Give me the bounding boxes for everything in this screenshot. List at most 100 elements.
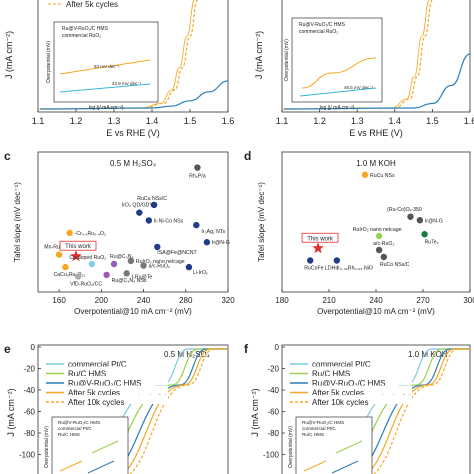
panel-e-inset-y-label: Overpotential (mV)	[44, 426, 50, 468]
panel-d-this-work-star	[312, 242, 324, 254]
panel-f-legend-bg	[310, 395, 412, 404]
panel-c-title: 0.5 M H₂SO₄	[110, 159, 156, 168]
panel-b-x-tick-label: 1.1	[276, 116, 289, 126]
panel-c-point-label: RuIrO₂ nano netcage	[136, 259, 185, 265]
panel-c-frame	[37, 151, 229, 293]
panel-d-x-tick-label: 270	[416, 296, 430, 305]
panel-c-point-label: Li-IrOₓ	[193, 270, 208, 276]
panel-d-point-label: RuCo NSs/C	[380, 262, 410, 268]
panel-c-data-point	[66, 229, 73, 237]
panel-b-inset-frame	[291, 17, 383, 103]
panel-a-inset-line	[59, 83, 151, 93]
panel-d-data-point	[361, 171, 369, 178]
panel-f-inset-line	[335, 440, 363, 454]
panel-c-point-label: Ru@C₃N₄ NSs	[112, 278, 147, 284]
panel-e-legend-bg	[66, 366, 168, 376]
panel-b-x-tick-label: 1.5	[426, 116, 439, 126]
panel-d-point-label: a/c-RuO₂	[373, 241, 394, 247]
panel-d-point-label: RuCu NSs	[370, 173, 395, 179]
panel-e-legend-bg	[66, 376, 168, 385]
panel-b-inset-annotation: 46.5 mV dec⁻¹	[344, 85, 374, 90]
panel-c-data-point	[74, 273, 82, 280]
panel-d-point-label: RuCoFe LDHs	[304, 266, 338, 272]
panel-d-panel-letter: d	[244, 149, 251, 163]
panel-a-inset-legend-label: commercial RuO₂	[62, 33, 101, 39]
panel-e-title: 0.5 M H₂SO₄	[164, 350, 210, 359]
panel-c-point-label: RuCu NSs/C	[137, 196, 167, 202]
panel-f-inset-legend-label: commercial Pt/C	[302, 426, 336, 431]
panel-b-x-tick-label: 1.2	[313, 116, 326, 126]
panel-c-data-point	[145, 217, 153, 224]
panel-f-legend-label: Ru@V-RuO₂/C HMS	[312, 379, 385, 388]
panel-d-point-label: RuIrO₂ nano netcage	[353, 227, 402, 233]
panel-f-legend-bg	[310, 376, 412, 385]
panel-e-y-tick-label: -80	[23, 429, 35, 438]
panel-d-x-tick-label: 180	[275, 296, 289, 305]
panel-f-y-axis-label: J (mA cm⁻²)	[250, 388, 260, 436]
panel-c-this-work-label: This work	[65, 244, 92, 250]
panel-c-x-tick-label: 240	[137, 296, 151, 305]
panel-c-x-tick-label: 160	[52, 296, 66, 305]
panel-f-legend-label: commercial Pt/C	[312, 360, 371, 369]
panel-d-point-label: Ir@N-G	[425, 218, 443, 224]
panel-e-legend-label: After 10k cycles	[68, 398, 124, 407]
panel-e-legend-label: commercial Pt/C	[68, 360, 127, 369]
panel-e-frame	[37, 344, 229, 474]
panel-c-data-point	[103, 271, 110, 279]
panel-b-series-line	[283, 0, 433, 110]
panel-c-point-label: Rh₂P/a	[189, 174, 206, 180]
panel-f-legend-bg	[310, 357, 412, 366]
panel-d-point-label: (Ru-Co)Oₓ-350	[387, 207, 422, 213]
panel-c-data-point	[140, 262, 147, 269]
panel-c-data-point	[154, 243, 161, 251]
panel-f-panel-letter: f	[244, 342, 249, 356]
panel-f-legend-bg	[310, 385, 412, 395]
panel-b-inset-legend-label: Ru@V-RuO₂/C HMS	[299, 22, 346, 28]
panel-c-point-label: ISA@Fe@NCNT	[157, 250, 197, 256]
panel-c-x-tick-label: 200	[95, 296, 109, 305]
panel-c-panel-letter: c	[4, 149, 11, 163]
panel-c-data-point	[136, 209, 143, 216]
panel-d-data-point	[375, 232, 383, 240]
panel-c-data-point	[127, 257, 135, 265]
panel-d-point-label: Ir₀.₀₆Rh₀.₉₄-NiO	[337, 266, 373, 272]
panel-a-x-tick-label: 1.1	[32, 116, 45, 126]
panel-f-y-tick-label: -80	[267, 429, 279, 438]
panel-e-inset-line	[87, 460, 115, 474]
panel-b-inset-y-label: Overpotential (mV)	[284, 39, 290, 81]
panel-b-x-tick-label: 1.6	[464, 116, 474, 126]
panel-f-y-tick-label: -40	[267, 386, 279, 395]
panel-e-inset-frame	[51, 416, 129, 474]
panel-e-legend-label: Ru/C HMS	[68, 370, 106, 379]
panel-d-this-work-label: This work	[307, 236, 334, 242]
panel-c-point-label: Ir₃Ag₁ NTs	[201, 229, 225, 235]
panel-a-inset-y-label: Overpotential (mV)	[46, 41, 52, 83]
panel-f-title: 1.0 M KOH	[408, 350, 448, 359]
panel-a-x-tick-label: 1.4	[146, 116, 159, 126]
panel-d-x-axis-label: Overpotential@10 mA cm⁻² (mV)	[317, 307, 435, 316]
panel-e-legend-bg	[66, 385, 168, 395]
panel-f-y-tick-label: 0	[275, 343, 280, 352]
panel-d-x-tick-label: 240	[369, 296, 383, 305]
panel-a-x-axis-label: E vs RHE (V)	[106, 128, 160, 138]
panel-b-series-line	[283, 53, 471, 110]
panel-e-y-tick-label: -60	[23, 408, 35, 417]
panel-f-y-tick-label: -20	[267, 365, 279, 374]
panel-d-x-tick-label: 300	[463, 296, 474, 305]
panel-c-x-tick-label: 280	[179, 296, 193, 305]
panel-d-data-point	[380, 253, 388, 261]
panel-e-inset-legend-label: Ru/C HMS	[58, 432, 80, 437]
panel-d-x-tick-label: 210	[322, 296, 336, 305]
panel-f-inset-frame	[295, 416, 373, 474]
panel-c-x-axis-label: Overpotential@10 mA cm⁻² (mV)	[74, 307, 192, 316]
panel-a-inset-legend-label: Ru@V-RuO₂/C HMS	[62, 26, 109, 32]
panel-b-x-axis-label: E vs RHE (V)	[349, 128, 403, 138]
panel-b-inset-line	[299, 87, 377, 97]
panel-c-y-axis-label: Tafel slope (mV dec⁻¹)	[13, 182, 22, 262]
panel-c-data-point	[193, 221, 200, 229]
panel-c-data-point	[194, 164, 201, 171]
panel-b-inset-x-label: log (j/ mA cm⁻²)	[320, 105, 355, 111]
panel-c-x-tick-label: 320	[221, 296, 235, 305]
panel-f-legend-label: After 10k cycles	[312, 398, 368, 407]
